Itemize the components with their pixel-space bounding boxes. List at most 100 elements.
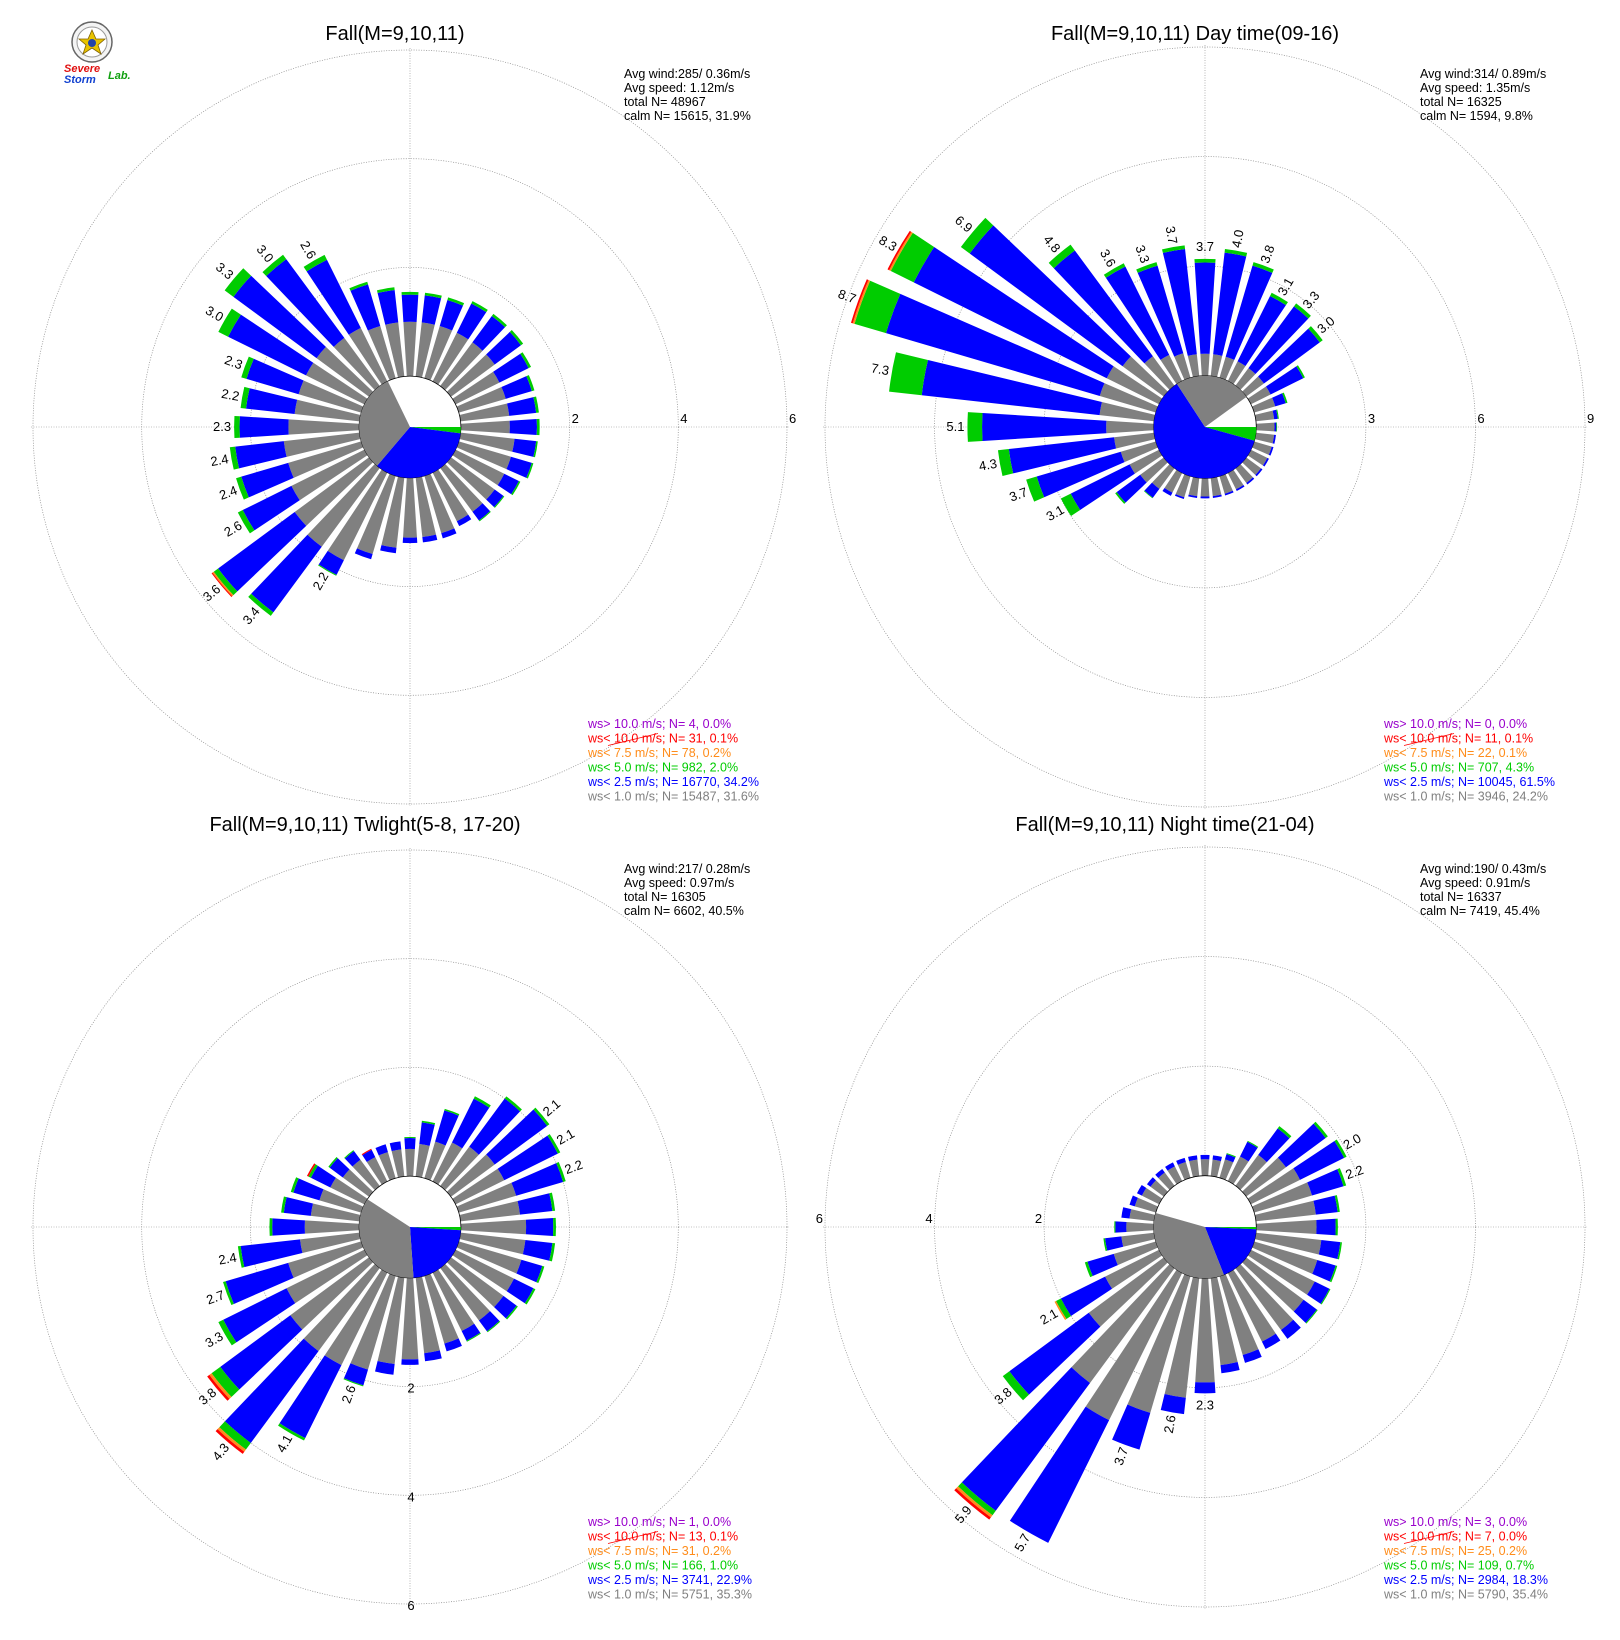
petal-240-green [1056,1298,1072,1320]
petal-260-gray [1114,432,1156,449]
petal-230-gray [294,457,374,526]
legend-value: 78, 0.2% [682,746,731,760]
petal-label-230: 3.6 [200,581,223,604]
petal-label-250: 2.4 [217,483,239,503]
petal-310-gray [1122,356,1168,397]
petal-80-green [1334,1195,1340,1213]
petal-90-gray [1256,422,1275,432]
petal-70 [1252,392,1288,413]
legend-entry-lt1: ws< 1.0 m/s; N= 3946, 24.2% [1383,790,1548,804]
petal-220-green [219,1421,251,1450]
petal-0-gray [1200,1159,1210,1176]
petal-30-gray [1227,361,1246,385]
petal-300-gray [305,362,368,405]
petal-80-green [1276,409,1279,419]
petal-290 [1129,1195,1158,1213]
petal-180-blue [401,1359,419,1365]
petal-110-blue [1312,1260,1336,1282]
petal-290-green [854,280,901,334]
petal-20-green [1226,1153,1236,1158]
legend-entry-lt5: ws< 5.0 m/s; N= 982, 2.0% [587,761,738,775]
petal-220-green [248,593,274,616]
petal-190-blue [380,545,397,554]
petal-180-blue [1194,1382,1216,1394]
legend-entry-gt10: ws> 10.0 m/s; N= 4, 0.0% [587,717,731,731]
petal-140-green [486,1320,501,1333]
petal-230-red [211,572,233,598]
petal-280-blue [921,359,1102,416]
petal-320 [344,1150,380,1191]
petal-100-gray [459,1232,526,1255]
petal-130-gray [446,457,495,500]
petal-label-280: 2.2 [220,386,240,404]
petal-200-gray [1175,474,1191,498]
petal-60-gray [452,1168,505,1205]
petal-90-gray [460,420,510,434]
legend-value: 15487, 31.6% [682,790,759,804]
petal-label-310: 3.3 [213,259,236,282]
petal-270-blue [982,413,1107,441]
petal-30-green [1247,1140,1259,1148]
petal-140-gray [1235,464,1253,483]
legend-label: ws> 10.0 m/s; N= [1383,717,1485,731]
petal-210 [1009,1269,1183,1543]
petal-230-blue [220,1315,303,1390]
petal-140 [440,463,491,522]
petal-170-blue [424,1350,442,1362]
petal-250-gray [1120,441,1158,463]
petal-230-green [1002,1371,1029,1401]
petal-340-gray [1177,1162,1191,1180]
petal-210-gray [324,1269,388,1366]
petal-320-gray [1158,1172,1175,1190]
petal-60-gray [1247,386,1271,405]
petal-60-blue [497,1135,558,1181]
petal-90-green [1335,1218,1338,1236]
petal-200-blue [1112,1404,1151,1450]
petal-350 [1188,1155,1200,1178]
petal-120-gray [1247,449,1268,466]
petal-0-gray [1200,353,1210,376]
petal-170-blue [1220,1362,1240,1374]
petal-260-blue [235,441,287,469]
petal-160 [1219,474,1234,496]
petal-60 [452,1134,561,1205]
petal-230 [211,457,374,598]
stats-line-4: calm N= 15615, 31.9% [624,109,751,123]
ring-4 [141,158,679,696]
petal-190 [1188,476,1200,498]
petal-330 [1165,1162,1183,1185]
petal-0-blue [401,294,419,322]
petal-90 [460,1217,557,1237]
petal-30-gray [432,1142,463,1185]
petal-80-gray [1254,410,1275,422]
calm-slice-lt1 [1153,1212,1224,1279]
petal-90-blue [525,1218,554,1236]
petal-220-gray [1071,1264,1175,1383]
ring-6 [32,49,788,805]
petal-230-blue [1116,474,1147,503]
lab-seal-icon [71,21,113,63]
legend-label: ws< 5.0 m/s; N= [587,1559,682,1573]
petal-340-blue [375,1144,388,1156]
petal-330 [1103,263,1183,385]
legend-value: 3, 0.0% [1485,1515,1527,1529]
chart-title: Fall(M=9,10,11) Twlight(5-8, 17-20) [209,814,520,836]
petal-130-green [505,1305,518,1320]
petal-120-blue [1262,457,1269,467]
petal-30-gray [432,332,469,385]
petal-220-blue [251,534,322,613]
legend-value: 13, 0.1% [689,1530,738,1544]
petal-280-gray [294,399,361,422]
petal-230-gray [1088,1257,1168,1327]
petal-190-gray [1188,476,1200,497]
petal-100-gray [1254,432,1275,444]
petal-80-blue [1313,1195,1338,1215]
petal-280-blue [1121,1207,1132,1219]
petal-230 [1002,1257,1168,1401]
petal-40-gray [1235,1154,1267,1190]
petal-0 [404,1136,416,1177]
petal-290-green [241,356,254,379]
ring-label-2: 2 [572,411,579,426]
petal-300-red [887,230,912,271]
petal-10-green [1224,248,1248,257]
